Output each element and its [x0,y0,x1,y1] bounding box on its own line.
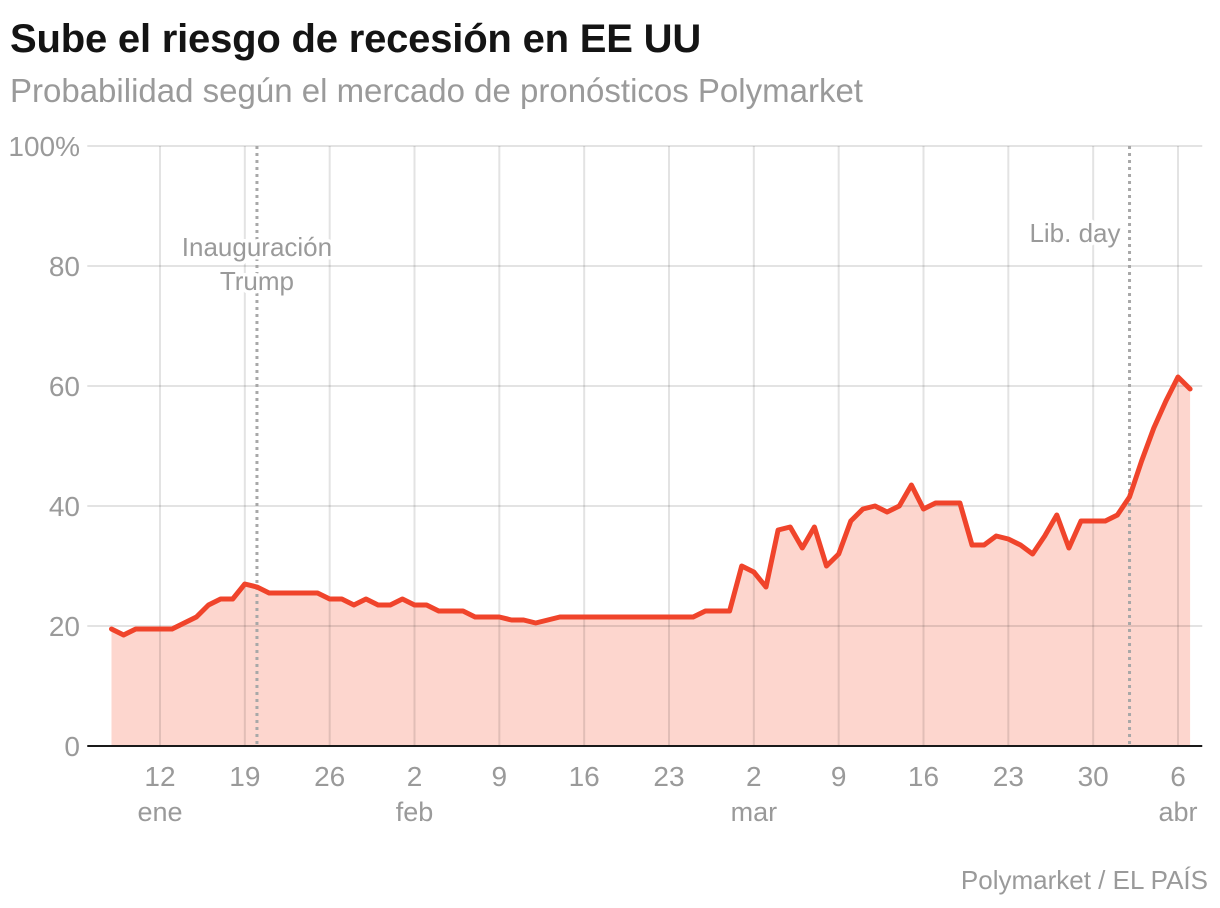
source-credit: Polymarket / EL PAÍS [961,865,1208,895]
month-label: abr [1158,797,1197,827]
x-tick-label: 23 [993,761,1024,792]
x-tick-label: 12 [144,761,175,792]
x-gridlines [159,146,1179,746]
y-tick-label: 20 [49,611,80,642]
x-tick-label: 9 [831,761,847,792]
month-label: feb [396,797,434,827]
series-area [111,377,1191,746]
y-axis-labels: 0 20 40 60 80 100% [8,131,80,762]
series-line [109,374,1193,638]
annotation-labels: Inauguración Trump Lib. day [178,215,1124,300]
x-tick-label: 2 [407,761,423,792]
y-tick-label: 0 [64,731,80,762]
annotation-lines [255,146,1132,746]
month-label: mar [731,797,778,827]
x-tick-label: 23 [653,761,684,792]
annotation-label-inauguration: Inauguración [182,232,332,262]
x-tick-label: 30 [1078,761,1109,792]
x-tick-label: 16 [908,761,939,792]
annotation-label-trump: Trump [220,266,294,296]
annotation-label-lib-day: Lib. day [1029,218,1120,248]
x-tick-label: 6 [1170,761,1186,792]
chart-subtitle: Probabilidad según el mercado de pronóst… [10,72,863,109]
month-label: ene [137,797,182,827]
chart-title: Sube el riesgo de recesión en EE UU [10,17,701,61]
y-tick-label: 80 [49,251,80,282]
y-tick-label: 100% [8,131,80,162]
y-tick-label: 60 [49,371,80,402]
x-axis-labels: 12 ene 19 26 2 feb 9 16 23 2 mar 9 16 23 30 6 abr [137,761,1197,827]
x-tick-label: 2 [746,761,762,792]
x-tick-label: 9 [492,761,508,792]
x-tick-label: 19 [229,761,260,792]
x-tick-label: 16 [569,761,600,792]
y-tick-label: 40 [49,491,80,522]
x-tick-label: 26 [314,761,345,792]
